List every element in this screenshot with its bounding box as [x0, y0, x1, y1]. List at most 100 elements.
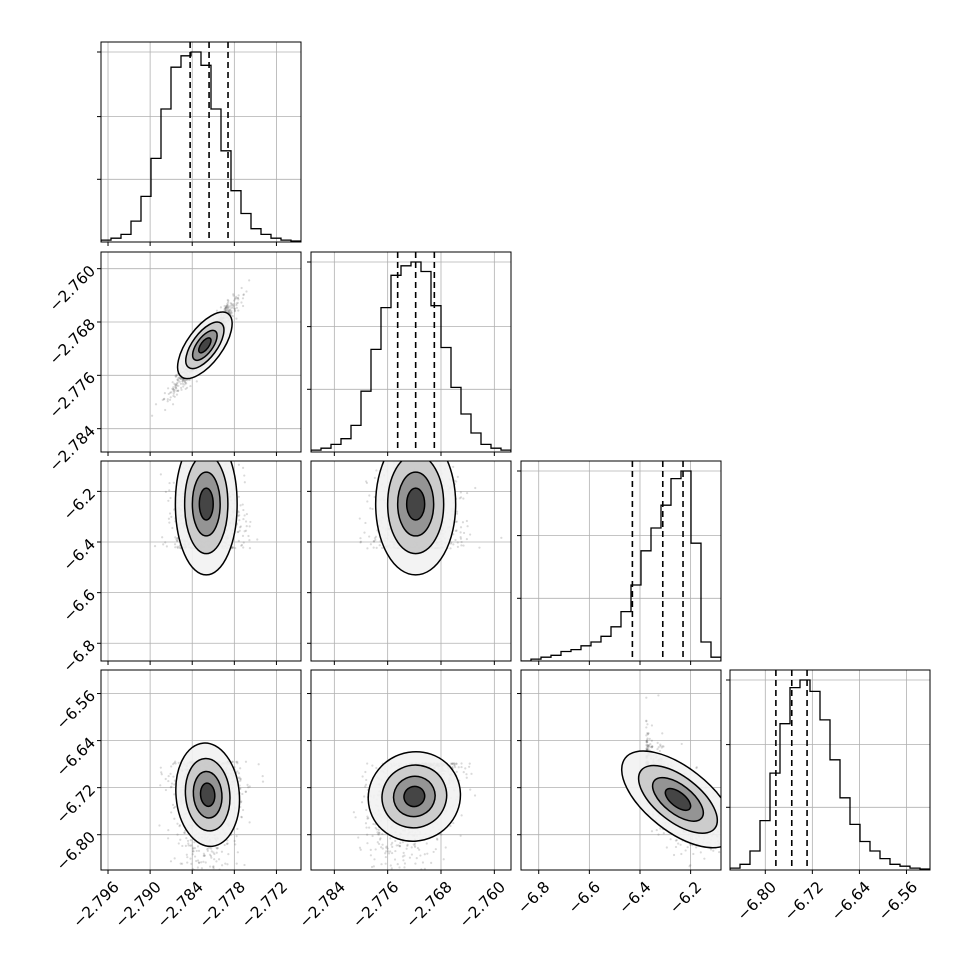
sample-point [425, 424, 427, 426]
sample-point [240, 286, 243, 290]
sample-point [461, 521, 465, 524]
sample-point [424, 420, 426, 422]
density-contour-3 [197, 337, 212, 354]
sample-point [372, 540, 375, 543]
sample-point [239, 777, 242, 780]
sample-point [195, 397, 197, 399]
sample-point [445, 435, 447, 437]
sample-point [233, 307, 236, 310]
sample-point [369, 507, 372, 510]
sample-point [229, 302, 232, 305]
sample-point [166, 400, 169, 403]
sample-point [217, 458, 219, 460]
sample-point [241, 304, 245, 308]
sample-point [227, 310, 230, 313]
sample-point [237, 309, 240, 312]
sample-point [186, 861, 189, 864]
sample-point [455, 529, 458, 532]
sample-point [173, 395, 176, 398]
sample-point [224, 309, 227, 312]
sample-point [175, 393, 179, 396]
sample-point [160, 773, 163, 776]
panel-frame [310, 251, 512, 453]
sample-point [167, 775, 170, 778]
sample-point [463, 448, 465, 450]
sample-point [230, 302, 233, 306]
sample-point [248, 785, 251, 788]
sample-point [230, 306, 233, 310]
sample-point [399, 441, 401, 443]
sample-point [198, 448, 200, 450]
sample-point [194, 915, 196, 917]
sample-point [235, 303, 238, 307]
sample-point [227, 441, 229, 443]
sample-point [227, 455, 229, 457]
sample-point [423, 390, 425, 392]
sample-point [198, 431, 200, 433]
sample-point [369, 543, 372, 546]
sample-point [180, 388, 183, 391]
sample-point [174, 536, 177, 539]
sample-point [199, 435, 201, 437]
sample-point [169, 860, 173, 863]
sample-point [175, 383, 178, 386]
sample-point [225, 309, 229, 312]
sample-point [209, 432, 211, 434]
histogram-series [521, 470, 721, 661]
sample-point [172, 481, 175, 484]
sample-point [372, 445, 374, 447]
sample-point [178, 546, 182, 550]
y-tick-label: −6.8 [60, 637, 99, 676]
sample-point [168, 398, 172, 401]
sample-point [177, 842, 180, 845]
sample-point [206, 447, 208, 449]
sample-point [423, 454, 425, 456]
sample-point [194, 440, 196, 442]
sample-point [202, 401, 204, 403]
sample-point [226, 308, 229, 311]
sample-point [168, 512, 172, 515]
sample-point [247, 534, 250, 538]
sample-point [243, 474, 246, 477]
sample-point [465, 537, 468, 541]
hist-panel-0 [97, 41, 302, 246]
sample-point [389, 404, 391, 406]
sample-point [378, 434, 380, 436]
sample-point [399, 440, 401, 442]
sample-point [181, 380, 184, 383]
sample-point [176, 539, 179, 542]
sample-point [200, 861, 203, 864]
sample-point [429, 394, 431, 396]
sample-point [459, 535, 462, 539]
sample-point [183, 381, 187, 384]
sample-point [244, 760, 248, 763]
sample-point [207, 424, 209, 426]
sample-point [365, 481, 369, 485]
sample-point [243, 514, 246, 517]
sample-point [174, 445, 176, 447]
sample-point [436, 389, 438, 391]
sample-point [172, 388, 175, 391]
sample-point [462, 544, 465, 547]
sample-point [212, 397, 214, 399]
sample-point [207, 447, 209, 449]
sample-point [395, 457, 397, 459]
sample-point [234, 843, 237, 846]
sample-point [406, 435, 408, 437]
sample-point [394, 454, 396, 456]
sample-point [469, 533, 472, 536]
sample-point [248, 525, 251, 528]
sample-point [223, 308, 226, 311]
sample-point [169, 786, 172, 789]
sample-point [410, 442, 412, 444]
sample-point [366, 547, 369, 550]
sample-point [241, 808, 245, 812]
sample-point [462, 531, 466, 535]
sample-point [170, 391, 173, 394]
sample-point [404, 419, 406, 421]
sample-point [227, 309, 230, 313]
sample-point [415, 458, 417, 460]
sample-point [459, 531, 462, 534]
sample-point [194, 447, 196, 449]
sample-point [410, 458, 412, 460]
